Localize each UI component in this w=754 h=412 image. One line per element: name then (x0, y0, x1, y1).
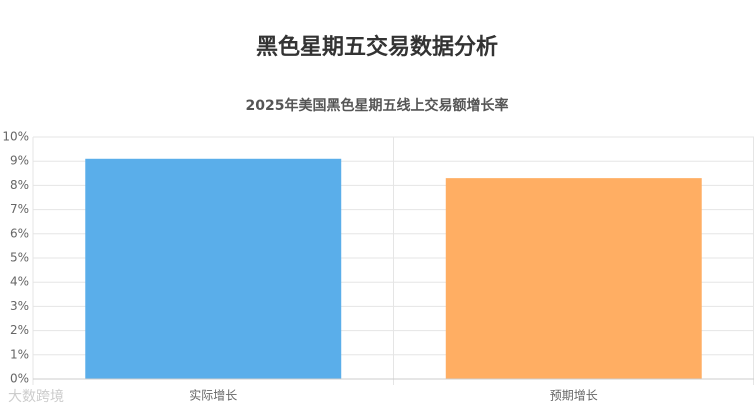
y-tick-label: 1% (10, 347, 29, 361)
y-tick-label: 3% (10, 299, 29, 313)
y-tick-label: 6% (10, 226, 29, 240)
bar (85, 158, 342, 379)
y-tick-label: 9% (10, 154, 29, 168)
chart-subtitle: 2025年美国黑色星期五线上交易额增长率 (246, 97, 509, 114)
y-tick-label: 7% (10, 202, 29, 216)
bar (445, 178, 702, 379)
y-tick-label: 5% (10, 251, 29, 265)
x-tick-label: 实际增长 (189, 388, 237, 403)
y-tick-label: 10% (2, 130, 29, 144)
y-tick-label: 8% (10, 178, 29, 192)
y-tick-label: 4% (10, 275, 29, 289)
chart-title: 黑色星期五交易数据分析 (256, 34, 498, 60)
watermark: 大数跨境 (8, 389, 64, 405)
y-tick-label: 2% (10, 323, 29, 337)
y-tick-label: 0% (10, 372, 29, 386)
x-tick-label: 预期增长 (550, 389, 598, 403)
